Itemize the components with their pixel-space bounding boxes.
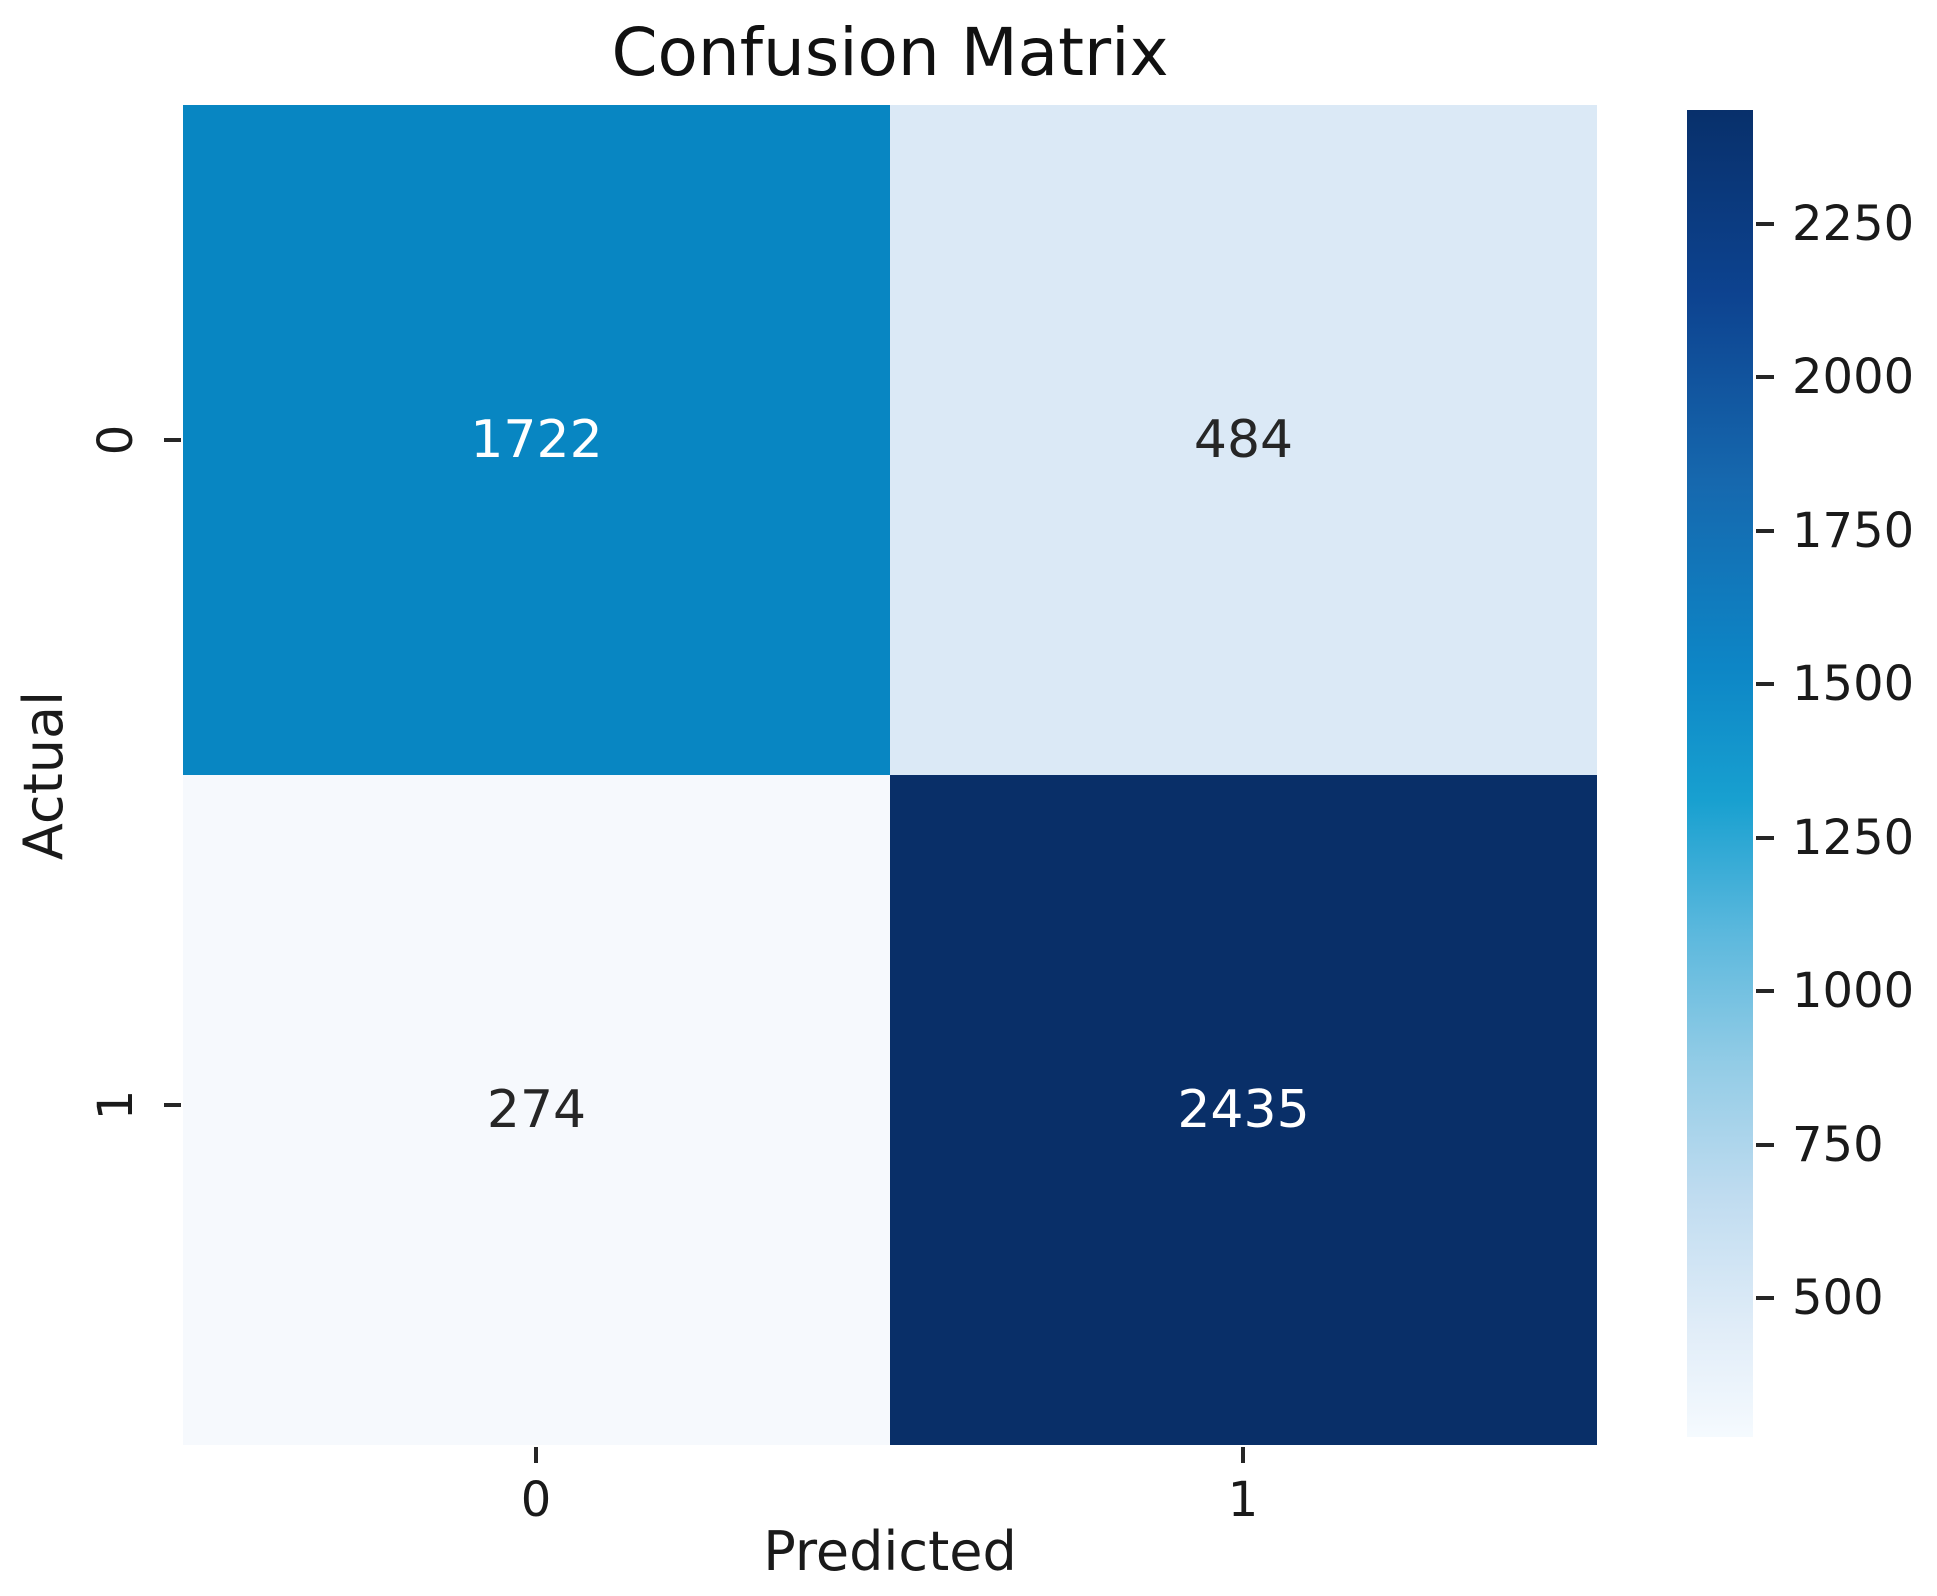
cell-actual0-pred0: 1722: [183, 105, 890, 775]
colorbar-tick-mark: [1756, 682, 1774, 686]
cell-actual0-pred1: 484: [890, 105, 1597, 775]
colorbar-tick-label: 1500: [1792, 656, 1915, 712]
colorbar-tick-mark: [1756, 836, 1774, 840]
cell-actual1-pred0: 274: [183, 775, 890, 1445]
heatmap-grid: 1722 484 274 2435: [183, 105, 1597, 1445]
colorbar-tick-label: 2250: [1792, 196, 1915, 252]
colorbar-gradient: [1687, 110, 1753, 1437]
colorbar-tick-label: 1250: [1792, 810, 1915, 866]
y-axis-label-wrap: Actual: [8, 105, 80, 1445]
x-tick-mark-0: [534, 1447, 538, 1463]
x-tick-label-1: 1: [1227, 1472, 1259, 1528]
chart-title: Confusion Matrix: [611, 14, 1169, 91]
colorbar-tick-label: 500: [1792, 1270, 1884, 1326]
colorbar-tick-label: 1000: [1792, 963, 1915, 1019]
y-axis-label: Actual: [12, 690, 76, 860]
x-axis-label: Predicted: [763, 1520, 1017, 1583]
y-tick-label-1: 1: [88, 1089, 144, 1121]
x-tick-mark-1: [1241, 1447, 1245, 1463]
cell-value: 2435: [1177, 1080, 1310, 1140]
cell-value: 274: [486, 1080, 587, 1140]
colorbar-tick-mark: [1756, 529, 1774, 533]
colorbar-tick-label: 2000: [1792, 349, 1915, 405]
cell-value: 484: [1193, 410, 1294, 470]
y-tick-label-0: 0: [88, 424, 144, 456]
y-tick-mark-0: [164, 438, 181, 442]
colorbar-tick-mark: [1756, 1143, 1774, 1147]
colorbar-tick-mark: [1756, 989, 1774, 993]
x-tick-label-0: 0: [520, 1472, 552, 1528]
colorbar-tick-label: 750: [1792, 1117, 1884, 1173]
cell-value: 1722: [470, 410, 603, 470]
colorbar-tick-label: 1750: [1792, 503, 1915, 559]
colorbar-tick-mark: [1756, 222, 1774, 226]
colorbar-tick-mark: [1756, 1296, 1774, 1300]
cell-actual1-pred1: 2435: [890, 775, 1597, 1445]
y-tick-mark-1: [164, 1103, 181, 1107]
colorbar-tick-mark: [1756, 375, 1774, 379]
